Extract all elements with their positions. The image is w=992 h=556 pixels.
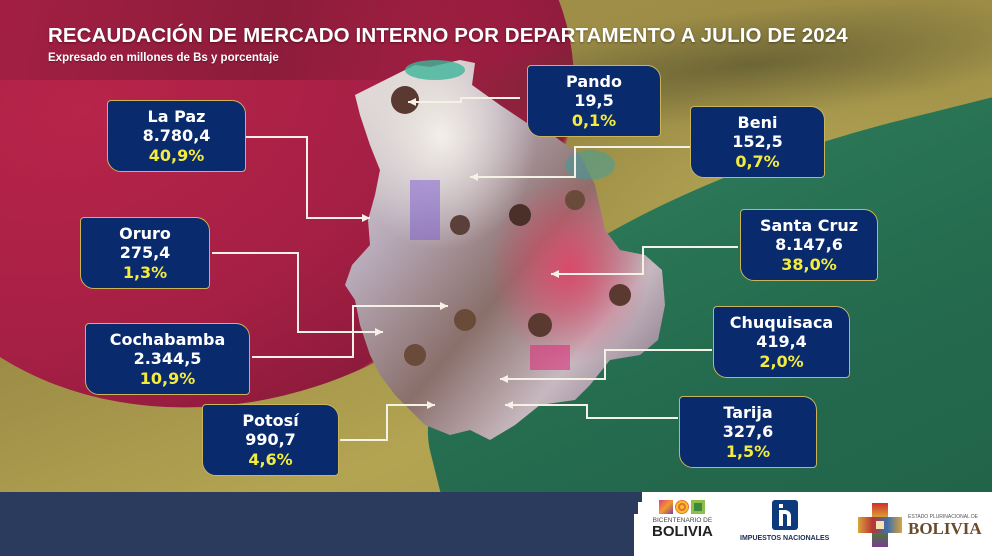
chakana-icon	[858, 503, 902, 547]
page-title: RECAUDACIÓN DE MERCADO INTERNO POR DEPAR…	[48, 24, 848, 47]
bolivia-map-collage-icon	[340, 55, 670, 440]
bicentenario-icon-2	[675, 500, 690, 514]
department-value: 990,7	[245, 430, 296, 450]
department-name: Beni	[737, 113, 778, 133]
bicentenario-small-text: BICENTENARIO DE	[652, 517, 713, 524]
department-card-pando: Pando 19,5 0,1%	[527, 65, 661, 137]
bicentenario-icon-1	[659, 500, 674, 514]
department-percent: 1,5%	[725, 441, 771, 461]
estado-plurinacional-logo: ESTADO PLURINACIONAL DE BOLIVIA	[858, 503, 982, 547]
department-value: 2.344,5	[133, 349, 202, 369]
department-name: Chuquisaca	[729, 313, 834, 333]
department-card-potosi: Potosí 990,7 4,6%	[202, 404, 339, 476]
department-value: 8.147,6	[775, 235, 843, 255]
department-name: Oruro	[119, 224, 171, 244]
department-percent: 0,7%	[735, 151, 780, 171]
department-value: 327,6	[722, 422, 774, 442]
department-value: 152,5	[732, 132, 783, 152]
impuestos-mark-icon	[771, 500, 798, 530]
department-value: 419,4	[756, 332, 807, 352]
bicentenario-big-text: BOLIVIA	[652, 523, 713, 540]
department-name: Tarija	[723, 403, 773, 423]
impuestos-text: IMPUESTOS NACIONALES	[740, 535, 830, 542]
department-percent: 38,0%	[781, 254, 837, 274]
department-percent: 2,0%	[759, 351, 804, 371]
department-name: Potosí	[242, 411, 299, 431]
department-percent: 1,3%	[122, 262, 168, 282]
bicentenario-logo: BICENTENARIO DE BOLIVIA	[652, 500, 713, 539]
department-name: Santa Cruz	[759, 216, 859, 236]
department-percent: 4,6%	[248, 449, 293, 469]
page-subtitle: Expresado en millones de Bs y porcentaje	[48, 52, 279, 64]
department-value: 19,5	[574, 91, 614, 111]
department-percent: 10,9%	[139, 368, 196, 388]
department-card-tarija: Tarija 327,6 1,5%	[679, 396, 817, 468]
bicentenario-icon-3	[691, 500, 706, 514]
department-percent: 0,1%	[571, 110, 617, 130]
department-card-santa-cruz: Santa Cruz 8.147,6 38,0%	[740, 209, 878, 281]
estado-big-text: BOLIVIA	[908, 518, 982, 538]
department-name: Cochabamba	[109, 330, 226, 350]
impuestos-nacionales-logo: IMPUESTOS NACIONALES	[740, 500, 829, 542]
department-name: Pando	[566, 72, 622, 92]
estado-small-text: ESTADO PLURINACIONAL DE	[908, 513, 979, 520]
department-percent: 40,9%	[148, 145, 205, 165]
infographic-background: RECAUDACIÓN DE MERCADO INTERNO POR DEPAR…	[0, 0, 992, 492]
department-card-la-paz: La Paz 8.780,4 40,9%	[107, 100, 246, 172]
department-card-beni: Beni 152,5 0,7%	[690, 106, 825, 178]
bicentenario-icons	[659, 500, 706, 514]
department-card-cochabamba: Cochabamba 2.344,5 10,9%	[85, 323, 250, 395]
department-value: 275,4	[119, 243, 171, 263]
department-name: La Paz	[147, 107, 206, 127]
department-card-chuquisaca: Chuquisaca 419,4 2,0%	[713, 306, 850, 378]
department-card-oruro: Oruro 275,4 1,3%	[80, 217, 210, 289]
department-value: 8.780,4	[142, 126, 211, 146]
